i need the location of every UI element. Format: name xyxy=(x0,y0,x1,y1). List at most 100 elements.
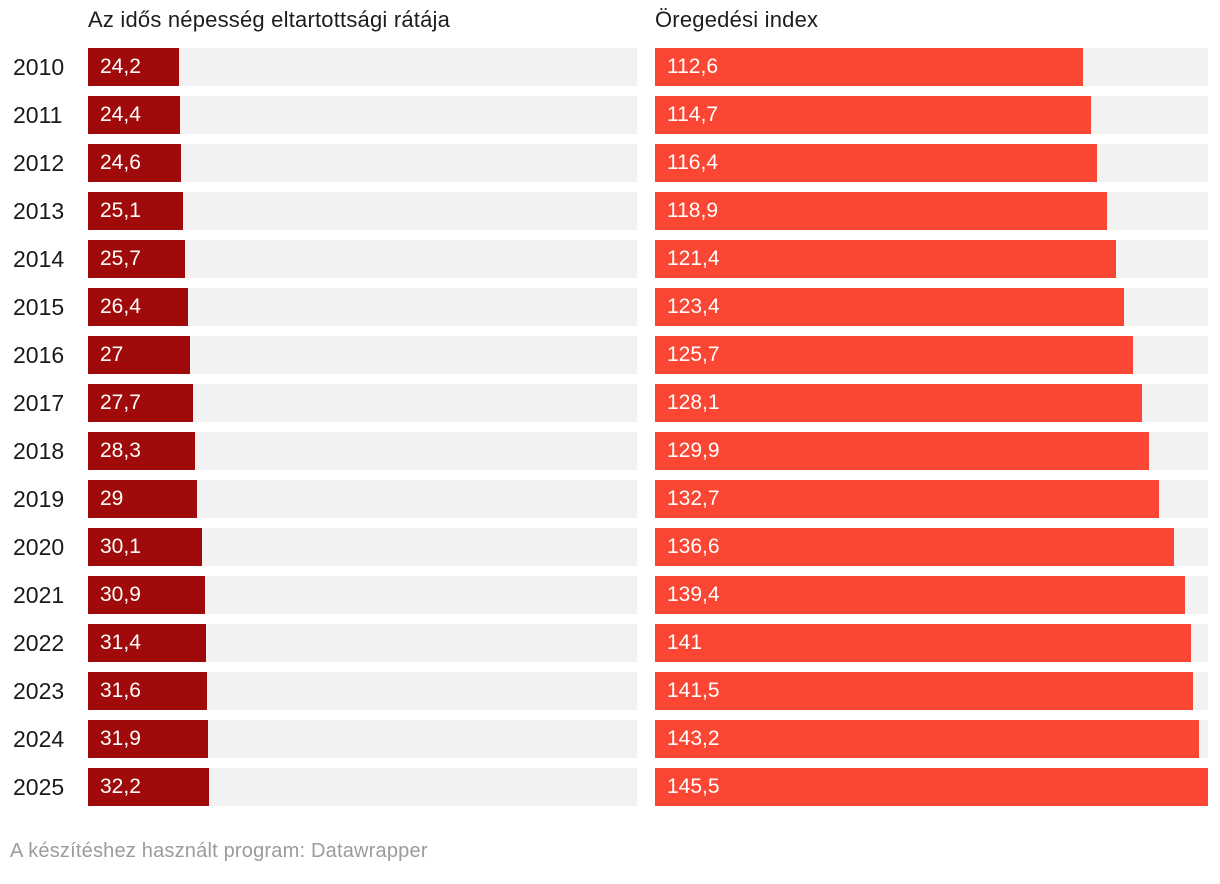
aging-index-bar-track: 139,4 xyxy=(655,576,1208,614)
dependency-bar-track: 31,4 xyxy=(88,624,637,662)
dependency-bar: 30,1 xyxy=(88,528,202,566)
aging-index-bar: 114,7 xyxy=(655,96,1091,134)
aging-index-bar: 132,7 xyxy=(655,480,1160,518)
aging-index-value-label: 114,7 xyxy=(667,103,718,126)
dependency-value-label: 31,9 xyxy=(100,727,141,750)
year-label: 2025 xyxy=(13,774,65,800)
aging-index-bar: 141 xyxy=(655,624,1191,662)
dependency-bar: 24,2 xyxy=(88,48,180,86)
chart-row: 2010 24,2 112,6 xyxy=(0,48,1220,86)
dependency-bar: 28,3 xyxy=(88,432,195,470)
chart-row: 2015 26,4 123,4 xyxy=(0,288,1220,326)
dependency-bar-track: 25,7 xyxy=(88,240,637,278)
dependency-value-label: 28,3 xyxy=(100,439,141,462)
dependency-bar: 24,4 xyxy=(88,96,181,134)
aging-index-bar-track: 116,4 xyxy=(655,144,1208,182)
dependency-value-label: 30,1 xyxy=(100,535,141,558)
year-label: 2014 xyxy=(13,246,65,272)
dependency-bar-track: 24,4 xyxy=(88,96,637,134)
aging-index-bar: 136,6 xyxy=(655,528,1175,566)
chart-rows: 2010 24,2 112,6 2011 24,4 114 xyxy=(0,48,1220,806)
header-spacer xyxy=(0,9,88,31)
year-label: 2022 xyxy=(13,630,65,656)
aging-index-bar-track: 136,6 xyxy=(655,528,1208,566)
chart-row: 2019 29 132,7 xyxy=(0,480,1220,518)
dependency-bar-track: 27,7 xyxy=(88,384,637,422)
year-label: 2018 xyxy=(13,438,65,464)
chart-row: 2020 30,1 136,6 xyxy=(0,528,1220,566)
dependency-value-label: 27,7 xyxy=(100,391,141,414)
column-headers: Az idős népesség eltartottsági rátája Ör… xyxy=(0,9,1220,31)
aging-index-bar: 145,5 xyxy=(655,768,1208,806)
aging-index-bar-track: 123,4 xyxy=(655,288,1208,326)
chart-row: 2012 24,6 116,4 xyxy=(0,144,1220,182)
aging-index-value-label: 132,7 xyxy=(667,487,720,510)
dependency-value-label: 25,1 xyxy=(100,199,141,222)
year-label: 2021 xyxy=(13,582,65,608)
chart-row: 2013 25,1 118,9 xyxy=(0,192,1220,230)
aging-index-value-label: 118,9 xyxy=(667,199,718,222)
dependency-value-label: 30,9 xyxy=(100,583,141,606)
year-label: 2023 xyxy=(13,678,65,704)
aging-index-bar-track: 129,9 xyxy=(655,432,1208,470)
footer-credit: A készítéshez használt program: Datawrap… xyxy=(10,840,428,862)
dependency-bar: 29 xyxy=(88,480,198,518)
year-label: 2019 xyxy=(13,486,65,512)
dependency-bar: 25,1 xyxy=(88,192,183,230)
aging-index-value-label: 141,5 xyxy=(667,679,720,702)
aging-index-value-label: 145,5 xyxy=(667,775,720,798)
dependency-bar-track: 26,4 xyxy=(88,288,637,326)
aging-index-value-label: 121,4 xyxy=(667,247,720,270)
aging-index-value-label: 116,4 xyxy=(667,151,718,174)
chart-row: 2014 25,7 121,4 xyxy=(0,240,1220,278)
chart-row: 2017 27,7 128,1 xyxy=(0,384,1220,422)
aging-index-value-label: 129,9 xyxy=(667,439,720,462)
column-header-dependency-ratio: Az idős népesség eltartottsági rátája xyxy=(88,7,451,32)
aging-index-bar-track: 121,4 xyxy=(655,240,1208,278)
chart-row: 2025 32,2 145,5 xyxy=(0,768,1220,806)
aging-index-bar-track: 114,7 xyxy=(655,96,1208,134)
aging-index-bar: 112,6 xyxy=(655,48,1083,86)
dependency-bar-track: 30,1 xyxy=(88,528,637,566)
aging-index-bar-track: 143,2 xyxy=(655,720,1208,758)
aging-index-bar-track: 141 xyxy=(655,624,1208,662)
year-label: 2020 xyxy=(13,534,65,560)
column-header-aging-index: Öregedési index xyxy=(655,7,819,32)
dependency-bar: 31,9 xyxy=(88,720,209,758)
aging-index-bar: 141,5 xyxy=(655,672,1193,710)
aging-index-value-label: 112,6 xyxy=(667,55,718,78)
dependency-bar: 27 xyxy=(88,336,190,374)
dependency-bar: 24,6 xyxy=(88,144,181,182)
year-label: 2013 xyxy=(13,198,65,224)
dependency-bar: 32,2 xyxy=(88,768,210,806)
dependency-value-label: 31,6 xyxy=(100,679,141,702)
dependency-value-label: 29 xyxy=(100,487,124,510)
dependency-bar: 31,6 xyxy=(88,672,208,710)
dependency-bar-track: 32,2 xyxy=(88,768,637,806)
dependency-value-label: 24,2 xyxy=(100,55,141,78)
dependency-bar-track: 31,6 xyxy=(88,672,637,710)
aging-index-bar-track: 132,7 xyxy=(655,480,1208,518)
dependency-value-label: 24,6 xyxy=(100,151,141,174)
aging-index-bar-track: 118,9 xyxy=(655,192,1208,230)
chart-row: 2018 28,3 129,9 xyxy=(0,432,1220,470)
dependency-value-label: 31,4 xyxy=(100,631,141,654)
aging-index-bar: 116,4 xyxy=(655,144,1098,182)
year-label: 2011 xyxy=(13,102,63,128)
dependency-value-label: 27 xyxy=(100,343,124,366)
aging-index-value-label: 136,6 xyxy=(667,535,720,558)
aging-index-bar-track: 145,5 xyxy=(655,768,1208,806)
aging-index-bar: 128,1 xyxy=(655,384,1142,422)
dependency-bar-track: 25,1 xyxy=(88,192,637,230)
aging-index-bar: 121,4 xyxy=(655,240,1117,278)
aging-index-value-label: 128,1 xyxy=(667,391,720,414)
chart-row: 2021 30,9 139,4 xyxy=(0,576,1220,614)
aging-index-bar: 143,2 xyxy=(655,720,1200,758)
year-label: 2017 xyxy=(13,390,65,416)
chart-row: 2022 31,4 141 xyxy=(0,624,1220,662)
dependency-bar-track: 24,6 xyxy=(88,144,637,182)
aging-index-bar-track: 125,7 xyxy=(655,336,1208,374)
aging-index-bar: 139,4 xyxy=(655,576,1185,614)
dependency-bar: 30,9 xyxy=(88,576,205,614)
